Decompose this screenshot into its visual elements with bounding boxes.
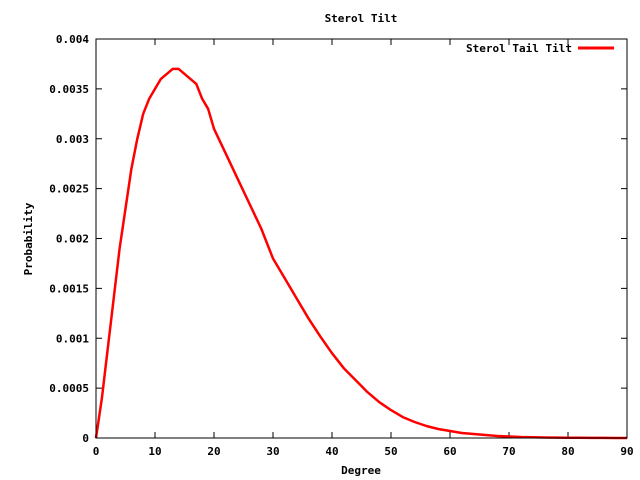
chart-title: Sterol Tilt (325, 12, 398, 25)
x-tick-label: 10 (148, 445, 161, 458)
x-tick-label: 70 (502, 445, 515, 458)
y-tick-label: 0.0015 (49, 282, 89, 295)
x-tick-label: 50 (384, 445, 397, 458)
series-line-sterol-tail-tilt (94, 67, 627, 440)
x-tick-label: 30 (266, 445, 279, 458)
y-axis-ticks: 0 0.0005 0.001 0.0015 0.002 0.0025 0.003 0.0035… (49, 33, 627, 445)
x-tick-label: 90 (620, 445, 633, 458)
x-tick-label: 20 (207, 445, 220, 458)
y-tick-label: 0.0035 (49, 83, 89, 96)
x-tick-label: 0 (93, 445, 100, 458)
plot-border (95, 38, 628, 439)
x-axis-label: Degree (341, 464, 381, 477)
y-tick-label: 0.001 (56, 332, 89, 345)
x-tick-label: 40 (325, 445, 338, 458)
x-tick-label: 60 (443, 445, 456, 458)
x-axis-ticks: 0 10 20 30 40 50 60 70 80 90 (93, 39, 634, 458)
y-tick-label: 0.004 (56, 33, 89, 46)
y-tick-label: 0.003 (56, 133, 89, 146)
y-tick-label: 0 (82, 432, 89, 445)
y-tick-label: 0.0005 (49, 382, 89, 395)
y-tick-label: 0.0025 (49, 183, 89, 196)
legend: Sterol Tail Tilt (466, 42, 614, 55)
y-axis-label: Probability (22, 202, 35, 275)
x-tick-label: 80 (561, 445, 574, 458)
y-tick-label: 0.002 (56, 233, 89, 246)
legend-label: Sterol Tail Tilt (466, 42, 572, 55)
